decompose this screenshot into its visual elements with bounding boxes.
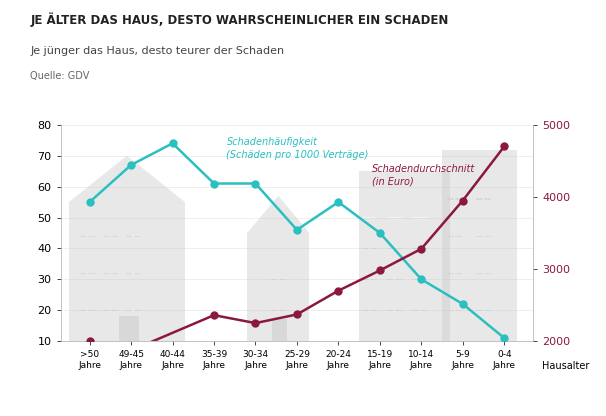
Bar <box>133 272 134 274</box>
Bar <box>483 235 484 237</box>
Bar <box>476 310 491 311</box>
Bar <box>412 217 427 218</box>
Bar <box>387 310 402 311</box>
Text: Hausalter: Hausalter <box>542 361 590 371</box>
Bar <box>110 310 111 311</box>
Bar <box>419 248 420 249</box>
Polygon shape <box>247 196 310 233</box>
Bar <box>126 310 141 311</box>
Bar <box>454 272 455 274</box>
Bar <box>80 272 95 274</box>
Bar <box>394 279 395 280</box>
Bar <box>133 235 134 237</box>
Bar <box>133 310 134 311</box>
Bar <box>387 279 402 280</box>
Bar <box>110 235 111 237</box>
Bar <box>69 202 185 341</box>
Text: Schadenhäufigkeit
(Schäden pro 1000 Verträge): Schadenhäufigkeit (Schäden pro 1000 Vert… <box>227 137 369 160</box>
Bar <box>387 217 402 218</box>
Bar <box>369 217 370 218</box>
Bar <box>369 310 370 311</box>
Bar <box>359 171 450 341</box>
Bar <box>476 198 491 200</box>
Bar <box>394 310 395 311</box>
Bar <box>87 272 88 274</box>
Bar <box>362 217 377 218</box>
Bar <box>271 310 285 311</box>
Bar <box>103 272 118 274</box>
Bar <box>412 310 427 311</box>
Bar <box>103 235 118 237</box>
Bar <box>271 279 285 280</box>
Bar <box>454 198 455 200</box>
Bar <box>272 319 287 341</box>
Bar <box>80 235 95 237</box>
Bar <box>278 310 279 311</box>
Bar <box>103 310 118 311</box>
Bar <box>412 248 427 249</box>
Bar <box>80 310 95 311</box>
Bar <box>442 149 517 341</box>
Bar <box>447 272 462 274</box>
Bar <box>394 217 395 218</box>
Bar <box>87 235 88 237</box>
Bar <box>369 248 370 249</box>
Text: Schadendurchschnitt
(in Euro): Schadendurchschnitt (in Euro) <box>371 163 475 186</box>
Bar <box>362 248 377 249</box>
Bar <box>87 310 88 311</box>
Bar <box>454 310 455 311</box>
Bar <box>278 279 279 280</box>
Bar <box>362 279 377 280</box>
Bar <box>247 233 310 341</box>
Bar <box>119 317 139 341</box>
Bar <box>419 217 420 218</box>
Bar <box>110 272 111 274</box>
Bar <box>483 272 484 274</box>
Text: Quelle: GDV: Quelle: GDV <box>30 71 90 81</box>
Text: JE ÄLTER DAS HAUS, DESTO WAHRSCHEINLICHER EIN SCHADEN: JE ÄLTER DAS HAUS, DESTO WAHRSCHEINLICHE… <box>30 12 448 27</box>
Bar <box>126 235 141 237</box>
Text: Je jünger das Haus, desto teurer der Schaden: Je jünger das Haus, desto teurer der Sch… <box>30 46 284 56</box>
Bar <box>394 248 395 249</box>
Bar <box>447 198 462 200</box>
Bar <box>447 310 462 311</box>
Bar <box>419 279 420 280</box>
Bar <box>483 198 484 200</box>
Bar <box>476 272 491 274</box>
Polygon shape <box>69 156 185 202</box>
Bar <box>369 279 370 280</box>
Bar <box>362 310 377 311</box>
Bar <box>412 279 427 280</box>
Bar <box>447 235 462 237</box>
Bar <box>387 248 402 249</box>
Bar <box>419 310 420 311</box>
Bar <box>454 235 455 237</box>
Bar <box>126 272 141 274</box>
Bar <box>483 310 484 311</box>
Bar <box>476 235 491 237</box>
